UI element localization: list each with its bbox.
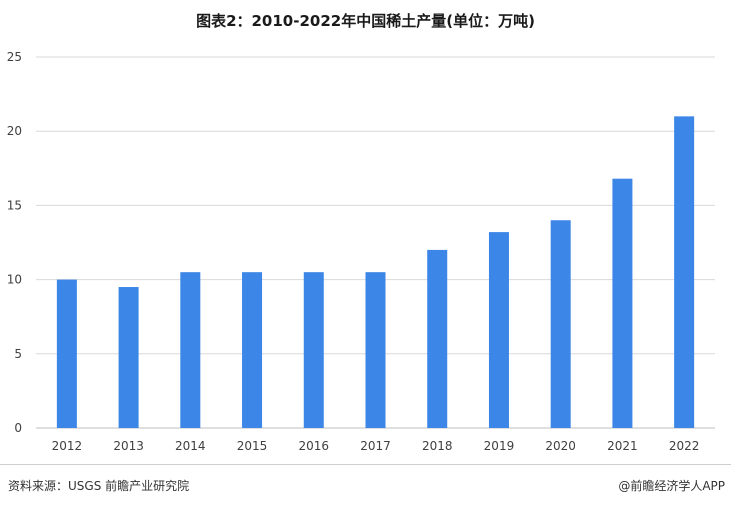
bar-2012 xyxy=(56,279,77,428)
bars xyxy=(56,116,695,429)
bar-2020 xyxy=(550,220,571,428)
footer: 资料来源：USGS 前瞻产业研究院 @前瞻经济学人APP xyxy=(0,464,731,505)
x-tick-label: 2013 xyxy=(113,439,144,453)
x-tick-label: 2016 xyxy=(298,439,329,453)
source-text: 资料来源：USGS 前瞻产业研究院 xyxy=(8,479,190,493)
bar-2018 xyxy=(427,249,448,428)
x-tick-label: 2015 xyxy=(237,439,268,453)
x-tick-label: 2020 xyxy=(545,439,576,453)
x-tick-label: 2022 xyxy=(669,439,700,453)
x-tick-label: 2017 xyxy=(360,439,391,453)
x-tick-label: 2012 xyxy=(52,439,83,453)
bar-2013 xyxy=(118,287,139,428)
bar-2015 xyxy=(242,272,263,428)
bar-2021 xyxy=(612,178,633,428)
bar-2017 xyxy=(365,272,386,428)
y-tick-label: 10 xyxy=(7,273,22,287)
bar-2016 xyxy=(303,272,324,428)
y-tick-label: 20 xyxy=(7,124,22,138)
y-tick-label: 5 xyxy=(14,347,22,361)
y-tick-label: 15 xyxy=(7,198,22,212)
bar-2014 xyxy=(180,272,201,428)
x-tick-label: 2019 xyxy=(484,439,515,453)
y-axis-ticks: 0 5 10 15 20 25 xyxy=(7,50,22,435)
y-tick-label: 0 xyxy=(14,421,22,435)
bar-2022 xyxy=(674,116,695,429)
y-tick-label: 25 xyxy=(7,50,22,64)
chart-title: 图表2：2010-2022年中国稀土产量(单位：万吨) xyxy=(196,12,535,30)
brand-text: @前瞻经济学人APP xyxy=(618,479,725,493)
x-axis-ticks: 2012 2013 2014 2015 2016 2017 2018 2019 2020 2021… xyxy=(52,439,700,453)
bar-2019 xyxy=(488,232,509,428)
x-tick-label: 2018 xyxy=(422,439,453,453)
x-tick-label: 2014 xyxy=(175,439,206,453)
x-tick-label: 2021 xyxy=(607,439,638,453)
